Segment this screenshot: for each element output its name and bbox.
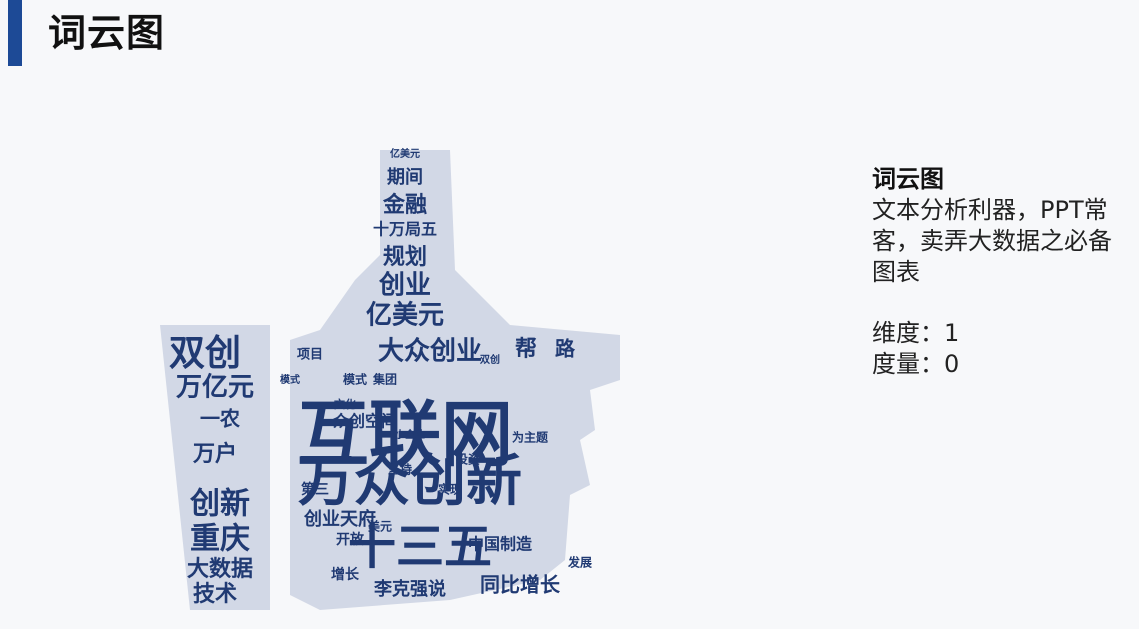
- cloud-word: 技术: [193, 582, 237, 607]
- cloud-word: 实现: [438, 482, 462, 497]
- cloud-word: 重庆: [190, 522, 250, 557]
- thumbs-up-shape: [290, 150, 620, 610]
- info-panel: 词云图 文本分析利器，PPT常客，卖弄大数据之必备图表 维度：1 度量：0: [872, 164, 1132, 380]
- cloud-word: 双创: [480, 353, 500, 366]
- cloud-word: 文化: [334, 397, 356, 411]
- cloud-word: 一农: [200, 407, 240, 431]
- title-accent-bar: [8, 0, 22, 66]
- cloud-word: 坚持: [388, 462, 412, 477]
- info-spacer: [872, 288, 1132, 318]
- cloud-word: 亿美元: [390, 147, 420, 160]
- cloud-word: 美元: [368, 519, 392, 534]
- word-cloud: 亿美元 期间 金融 十万局五 规划 创业 亿美元 双创 大众创业帮路万亿元 一农 互联网 万户 创新 重庆…: [150, 140, 650, 610]
- cloud-word: 李克强说: [373, 578, 446, 600]
- cloud-word: 大众创业: [378, 337, 482, 367]
- cloud-word: 万亿元: [176, 373, 254, 403]
- dimension-label: 维度：1: [872, 319, 960, 347]
- cloud-word: 万众创新: [298, 449, 522, 514]
- cloud-word: 亿美元: [366, 300, 444, 331]
- cloud-word: 金融: [382, 192, 427, 218]
- cloud-word: 模式: [280, 373, 300, 386]
- info-description: 文本分析利器，PPT常客，卖弄大数据之必备图表: [872, 196, 1112, 286]
- cloud-word: 同比增长: [480, 573, 561, 597]
- measure-label: 度量：0: [872, 350, 960, 378]
- cloud-word: 开放: [336, 531, 365, 548]
- cloud-word: 创业: [378, 271, 431, 301]
- cloud-word: 投资: [456, 452, 480, 467]
- cloud-word: 路: [555, 337, 576, 361]
- thumbs-up-cuff: [160, 325, 270, 610]
- cloud-word: 创业天府: [303, 508, 376, 530]
- cloud-word: 万户: [192, 441, 237, 467]
- cloud-word: 十万局五: [373, 220, 437, 239]
- cloud-word: 双创: [169, 333, 241, 374]
- cloud-word: 为主题: [512, 430, 549, 445]
- cloud-word: 大数据: [187, 556, 253, 582]
- cloud-word: 第三: [301, 481, 329, 498]
- cloud-word: 中国制造: [468, 535, 533, 554]
- cloud-word: 期间: [387, 167, 423, 188]
- cloud-word: 互联网: [297, 393, 513, 477]
- cloud-word: 小企业: [394, 428, 425, 441]
- info-heading: 词云图: [872, 165, 944, 193]
- cloud-word: 规划: [383, 245, 427, 270]
- cloud-word: 创新: [189, 487, 250, 522]
- cloud-word: 众创空间: [333, 412, 397, 431]
- cloud-word: 模式: [343, 372, 367, 387]
- cloud-word: 集团: [372, 372, 397, 387]
- cloud-word: 发展: [567, 555, 592, 570]
- cloud-word: 帮: [515, 336, 537, 362]
- word-cloud-svg: 亿美元期间金融十万局五规划创业亿美元双创 大众创业帮路万亿元一农 互联网万户创新重庆…: [160, 147, 620, 610]
- page-title: 词云图: [48, 11, 166, 55]
- cloud-word: 项目: [297, 348, 323, 363]
- cloud-word: 增长: [331, 566, 360, 583]
- cloud-word: 十三五: [348, 519, 492, 575]
